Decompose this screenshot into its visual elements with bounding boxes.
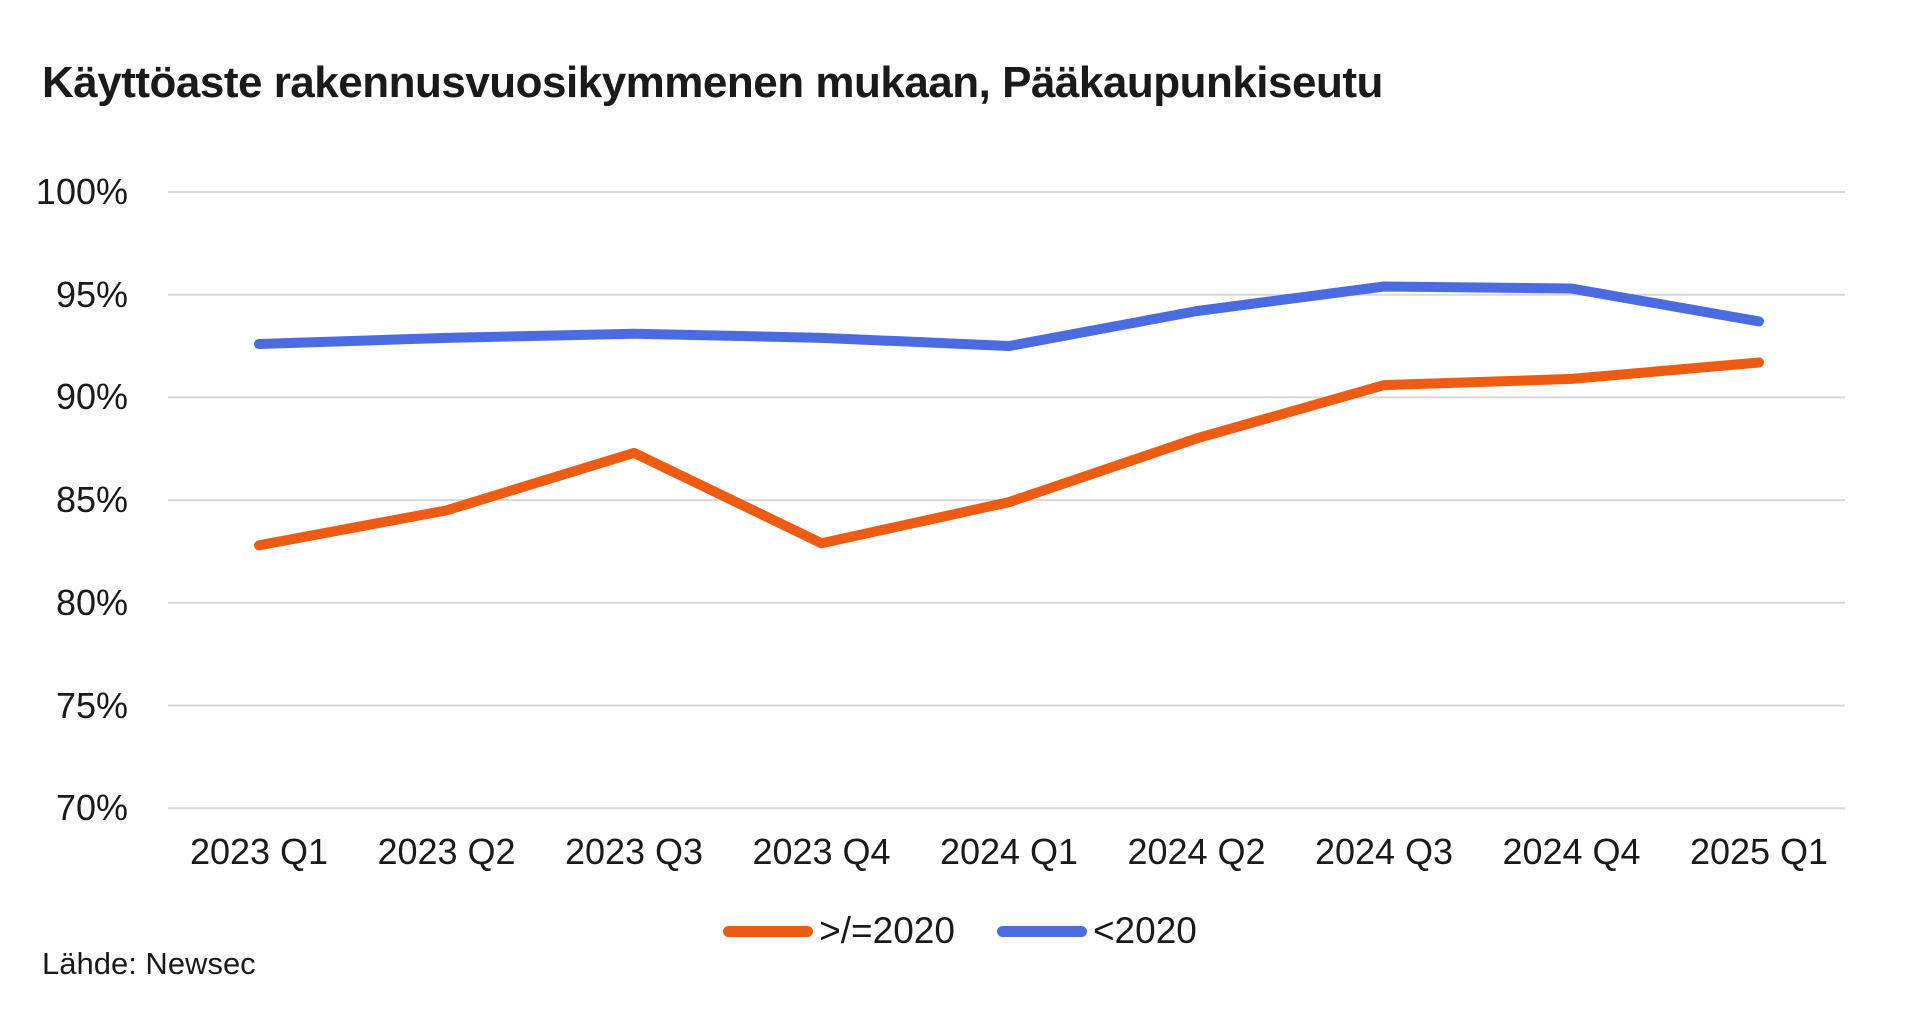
y-axis-tick-label: 100% xyxy=(35,171,128,212)
x-axis-tick-label: 2024 Q3 xyxy=(1314,831,1454,872)
legend-swatch-orange-line-icon xyxy=(723,925,814,937)
legend-item-lt2020: <2020 xyxy=(996,910,1197,952)
legend: >/=2020 <2020 xyxy=(0,910,1920,952)
series-line-1 xyxy=(254,281,1764,352)
x-axis-tick-label: 2023 Q1 xyxy=(189,831,329,872)
x-axis-tick-label: 2024 Q1 xyxy=(939,831,1079,872)
legend-label-gte2020: >/=2020 xyxy=(819,910,955,951)
x-axis-tick-label: 2024 Q4 xyxy=(1502,831,1641,872)
y-axis-tick-label: 90% xyxy=(55,376,128,418)
x-axis-tick-label: 2024 Q2 xyxy=(1127,831,1266,872)
legend-label-lt2020: <2020 xyxy=(1092,910,1197,951)
legend-item-gte2020: >/=2020 xyxy=(723,910,955,952)
series-line-0 xyxy=(254,357,1764,551)
y-axis-tick-label: 95% xyxy=(55,273,128,315)
x-axis-tick-label: 2023 Q3 xyxy=(564,831,704,872)
y-axis-tick-label: 75% xyxy=(55,684,128,726)
legend-swatch-blue-line-icon xyxy=(996,925,1087,937)
source-note: Lähde: Newsec xyxy=(42,946,256,981)
y-axis-tick-label: 85% xyxy=(55,479,128,521)
x-axis-tick-label: 2025 Q1 xyxy=(1689,831,1829,872)
y-axis-tick-label: 80% xyxy=(55,581,128,623)
x-axis-tick-label: 2023 Q2 xyxy=(377,831,516,872)
x-axis-tick-label: 2023 Q4 xyxy=(752,831,891,872)
chart-title: Käyttöaste rakennusvuosikymmenen mukaan,… xyxy=(42,58,1383,107)
y-axis-tick-label: 70% xyxy=(55,787,128,829)
